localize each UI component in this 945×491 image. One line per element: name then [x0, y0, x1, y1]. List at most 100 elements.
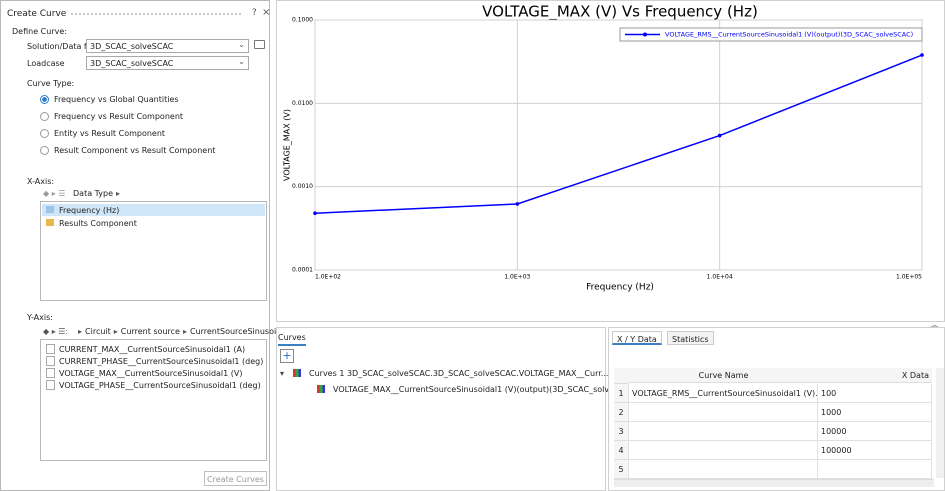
- cell-x-data[interactable]: 100: [818, 384, 932, 403]
- header-cell: [614, 368, 629, 384]
- x-axis-title: Frequency (Hz): [586, 283, 654, 293]
- tree-toggle[interactable]: ▾: [280, 369, 285, 378]
- v-scrollbar: [936, 368, 944, 478]
- item-icon: [46, 368, 55, 378]
- create-curve-panel: Create Curve ? × Define Curve: Solution/…: [0, 0, 294, 491]
- item-icon: [46, 356, 55, 366]
- tree-label[interactable]: VOLTAGE_MAX__CurrentSourceSinusoidal1 (V…: [333, 385, 627, 394]
- y-axis-list: CURRENT_MAX__CurrentSourceSinusoidal1 (A…: [40, 339, 267, 461]
- close-icon[interactable]: ×: [262, 7, 271, 18]
- item-label: Frequency (Hz): [59, 206, 120, 215]
- item-label: VOLTAGE_MAX__CurrentSourceSinusoidal1 (V…: [59, 369, 243, 378]
- help-icon[interactable]: ?: [252, 8, 257, 18]
- y-nav-arrows[interactable]: ◆ ▸ ☰:: [43, 327, 69, 336]
- collapse-icon[interactable]: ︽: [930, 321, 940, 331]
- data-panel: X / Y Data Statistics Curve Name X Data 1 VO…: [608, 327, 945, 491]
- x-tick-label: 1.0E+04: [707, 274, 733, 281]
- item-label: Results Component: [59, 219, 137, 228]
- cell-curve-name[interactable]: [629, 460, 818, 479]
- cell-curve-name[interactable]: [629, 422, 818, 441]
- row-index: 5: [614, 460, 629, 479]
- y-list-item[interactable]: VOLTAGE_MAX__CurrentSourceSinusoidal1 (V…: [42, 367, 265, 379]
- cell-x-data[interactable]: [818, 460, 932, 479]
- x-axis-label: X-Axis:: [27, 177, 55, 186]
- curves-panel: Curves + ▾ Curves 1 3D_SCAC_solveSCAC.3D_…: [276, 327, 627, 491]
- cell-x-data[interactable]: 1000: [818, 403, 932, 422]
- crumb-sep: ▸: [113, 327, 118, 336]
- loadcase-label: Loadcase: [27, 59, 65, 68]
- curve-icon: [293, 369, 301, 377]
- crumb[interactable]: Circuit: [85, 327, 111, 336]
- solution-label: Solution/Data file: [27, 42, 97, 51]
- curve-type-label: Curve Type:: [27, 79, 75, 88]
- item-label: VOLTAGE_PHASE__CurrentSourceSinusoidal1 …: [59, 381, 261, 390]
- data-tab[interactable]: X / Y Data: [612, 331, 662, 345]
- series-line: [314, 54, 923, 214]
- y-axis-title: VOLTAGE_MAX (V): [283, 109, 292, 181]
- x-breadcrumb: Data Type ▸: [73, 189, 123, 198]
- item-icon: [46, 344, 55, 354]
- chart-title: VOLTAGE_MAX (V) Vs Frequency (Hz): [482, 3, 758, 22]
- item-icon: [46, 206, 54, 213]
- loadcase-value: 3D_SCAC_solveSCAC: [90, 59, 174, 68]
- cell-curve-name[interactable]: [629, 403, 818, 422]
- y-tick-label: 0.0010: [292, 183, 313, 190]
- scrollbar: [614, 479, 934, 487]
- solution-combo[interactable]: 3D_SCAC_solveSCAC ⌄: [86, 39, 249, 53]
- x-tick-label: 1.0E+03: [504, 274, 530, 281]
- x-list-item[interactable]: Frequency (Hz): [42, 204, 265, 216]
- data-point: [515, 202, 520, 206]
- y-list-item[interactable]: CURRENT_MAX__CurrentSourceSinusoidal1 (A…: [42, 343, 265, 355]
- cell-x-data[interactable]: 10000: [818, 422, 932, 441]
- y-breadcrumb: ▸ Circuit ▸ Current source ▸ CurrentSourceSin…: [75, 327, 294, 336]
- define-curve-label: Define Curve:: [12, 27, 67, 36]
- data-tab[interactable]: Statistics: [667, 331, 714, 345]
- x-tick-label: 1.0E+05: [896, 274, 922, 281]
- item-icon: [46, 219, 54, 226]
- data-point: [717, 133, 722, 138]
- crumb-sep: ▸: [182, 327, 187, 336]
- data-point: [313, 211, 317, 216]
- cell-curve-name[interactable]: VOLTAGE_RMS__CurrentSourceSinusoidal1 (V…: [629, 384, 818, 403]
- item-label: CURRENT_PHASE__CurrentSourceSinusoidal1 …: [59, 357, 264, 366]
- crumb[interactable]: Data Type: [73, 189, 114, 198]
- curves-tab[interactable]: Curves: [278, 333, 306, 346]
- x-list-item[interactable]: Results Component: [42, 217, 265, 229]
- cell-curve-name[interactable]: [629, 441, 818, 460]
- radio[interactable]: [40, 95, 49, 104]
- y-tick-label: 0.0100: [292, 100, 313, 107]
- crumb-sep: ▸: [78, 327, 83, 336]
- row-index: 4: [614, 441, 629, 460]
- y-tick-label: 0.1000: [292, 17, 313, 24]
- item-icon: [46, 380, 55, 390]
- y-list-item[interactable]: VOLTAGE_PHASE__CurrentSourceSinusoidal1 …: [42, 379, 265, 391]
- panel-title: Create Curve: [7, 9, 67, 19]
- data-point: [920, 53, 924, 57]
- legend-marker: [643, 32, 647, 37]
- radio-label: Frequency vs Global Quantities: [54, 95, 179, 104]
- add-button[interactable]: +: [280, 349, 294, 363]
- crumb[interactable]: CurrentSourceSinusoidal1: [189, 327, 294, 336]
- item-label: CURRENT_MAX__CurrentSourceSinusoidal1 (A…: [59, 345, 246, 354]
- curve-icon: [317, 385, 325, 393]
- cell-x-data[interactable]: 100000: [818, 441, 932, 460]
- chart: VOLTAGE_MAX (V) Vs Frequency (Hz) Freque…: [283, 3, 924, 293]
- radio[interactable]: [40, 129, 49, 138]
- open-file-icon[interactable]: [254, 40, 265, 49]
- radio[interactable]: [40, 146, 49, 155]
- solution-value: 3D_SCAC_solveSCAC: [90, 42, 174, 51]
- tree-label[interactable]: Curves 1 3D_SCAC_solveSCAC.3D_SCAC_solve…: [309, 369, 609, 378]
- plot-area: [314, 19, 923, 271]
- row-index: 1: [614, 384, 629, 403]
- x-nav-arrows[interactable]: ◆ ▸ ☰: [43, 189, 66, 198]
- drag-handle: [71, 13, 241, 15]
- y-axis-label: Y-Axis:: [27, 313, 53, 322]
- row-index: 2: [614, 403, 629, 422]
- crumb[interactable]: Current source: [120, 327, 180, 336]
- column-header: X Data: [818, 368, 932, 383]
- radio[interactable]: [40, 112, 49, 121]
- loadcase-combo[interactable]: 3D_SCAC_solveSCAC ⌄: [86, 56, 249, 70]
- create-curves-button[interactable]: Create Curves: [204, 471, 267, 486]
- y-list-item[interactable]: CURRENT_PHASE__CurrentSourceSinusoidal1 …: [42, 355, 265, 367]
